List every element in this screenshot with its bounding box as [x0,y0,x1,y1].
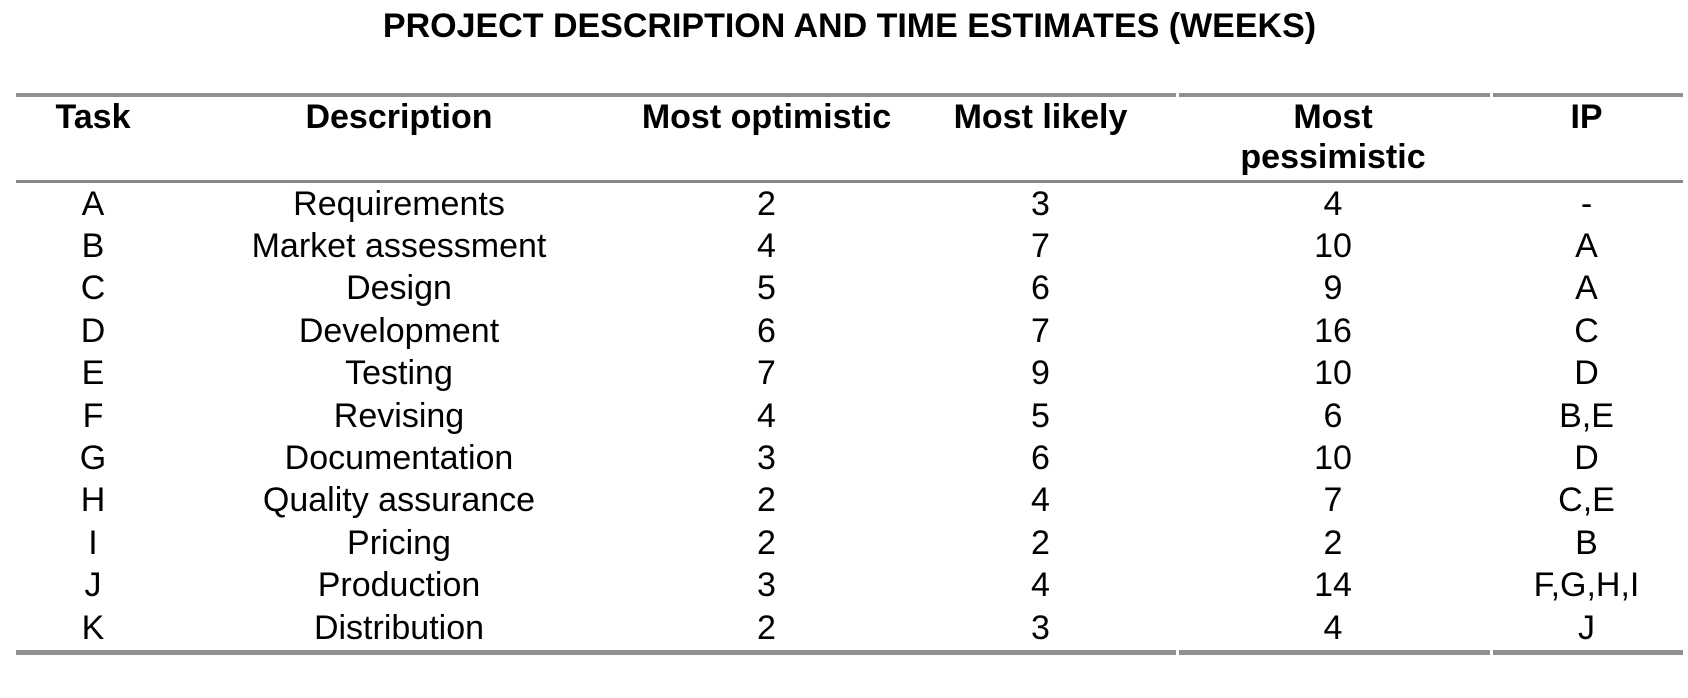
cell-most-optimistic: 4 [757,396,776,435]
cell-task: A [81,184,105,223]
cell-description: Distribution [313,608,485,647]
cell-most-pessimistic: 10 [1314,354,1352,393]
cell-most-likely: 5 [1031,396,1050,435]
header-label-ip: IP [1570,98,1603,136]
table-header: Task Description Most optimistic Most li… [16,97,1683,181]
cell-description: Development [298,311,500,350]
cell-most-optimistic: 2 [757,184,776,223]
table-top-border [16,93,1683,97]
cell-most-optimistic: 6 [757,311,776,350]
table-row: D Development 6 7 16 C [16,310,1683,352]
header-task: Task [16,97,170,181]
cell-ip: D [1574,438,1599,477]
header-label-task: Task [55,98,131,136]
header-row: Task Description Most optimistic Most li… [16,97,1683,181]
cell-ip: J [1578,608,1595,647]
cell-most-optimistic: 2 [757,481,776,520]
cell-most-likely: 4 [1031,566,1050,605]
cell-most-likely: 3 [1031,184,1050,223]
project-estimates-table: Task Description Most optimistic Most li… [16,97,1683,649]
table-body: A Requirements 2 3 4 - B Market assessme… [16,181,1683,649]
table-row: G Documentation 3 6 10 D [16,437,1683,479]
cell-most-optimistic: 7 [757,354,776,393]
cell-ip: B [1575,523,1598,562]
header-most-pessimistic: Most pessimistic [1176,97,1490,181]
cell-description: Design [346,269,452,308]
table-title: PROJECT DESCRIPTION AND TIME ESTIMATES (… [382,7,1317,45]
table-bottom-border [16,650,1683,655]
table-row: J Production 3 4 14 F,G,H,I [16,564,1683,606]
cell-description: Market assessment [251,226,547,265]
cell-most-pessimistic: 6 [1323,396,1343,435]
cell-most-likely: 3 [1031,608,1050,647]
cell-most-pessimistic: 14 [1314,566,1352,605]
table-row: C Design 5 6 9 A [16,267,1683,309]
cell-most-pessimistic: 10 [1314,226,1352,265]
cell-ip: C [1574,311,1599,350]
cell-task: F [82,396,104,435]
cell-task: J [84,566,102,605]
table-row: H Quality assurance 2 4 7 C,E [16,479,1683,521]
cell-task: K [81,608,105,647]
cell-most-pessimistic: 16 [1314,311,1352,350]
cell-most-pessimistic: 2 [1323,523,1343,562]
cell-task: I [88,523,98,562]
cell-most-optimistic: 4 [757,226,776,265]
cell-most-pessimistic: 7 [1323,481,1343,520]
table-row: A Requirements 2 3 4 - [16,181,1683,225]
cell-description: Documentation [284,438,514,477]
table-row: I Pricing 2 2 2 B [16,522,1683,564]
cell-ip: C,E [1558,481,1615,520]
header-label-description: Description [305,98,493,136]
cell-ip: - [1580,184,1593,223]
cell-task: H [80,481,106,520]
cell-description: Production [317,566,481,605]
cell-description: Requirements [293,184,505,223]
cell-most-optimistic: 2 [757,523,776,562]
cell-task: B [81,226,105,265]
cell-most-pessimistic: 4 [1323,184,1343,223]
cell-task: G [79,438,107,477]
cell-most-likely: 2 [1031,523,1050,562]
cell-most-likely: 6 [1031,438,1050,477]
cell-most-likely: 4 [1031,481,1050,520]
header-description: Description [170,97,628,181]
cell-description: Testing [345,354,453,393]
header-label-most-pessimistic: Most pessimistic [1240,98,1426,176]
header-most-optimistic: Most optimistic [628,97,905,181]
cell-task: C [80,269,106,308]
cell-task: D [80,311,106,350]
cell-description: Pricing [347,523,451,562]
header-most-likely: Most likely [905,97,1176,181]
cell-most-likely: 7 [1031,311,1050,350]
cell-most-likely: 6 [1031,269,1050,308]
cell-most-likely: 7 [1031,226,1050,265]
cell-most-pessimistic: 4 [1323,608,1343,647]
cell-most-optimistic: 2 [757,608,776,647]
cell-ip: D [1574,354,1599,393]
cell-most-pessimistic: 9 [1323,269,1343,308]
cell-ip: F,G,H,I [1533,566,1640,605]
cell-description: Revising [333,396,465,435]
cell-ip: A [1575,269,1598,308]
header-label-most-optimistic: Most optimistic [641,98,892,136]
table-row: K Distribution 2 3 4 J [16,607,1683,649]
table-row: F Revising 4 5 6 B,E [16,395,1683,437]
table-row: B Market assessment 4 7 10 A [16,225,1683,267]
table-row: E Testing 7 9 10 D [16,352,1683,394]
cell-ip: A [1575,226,1598,265]
cell-most-pessimistic: 10 [1314,438,1352,477]
cell-ip: B,E [1559,396,1614,435]
cell-most-optimistic: 5 [757,269,776,308]
cell-most-optimistic: 3 [757,566,776,605]
cell-description: Quality assurance [262,481,536,520]
cell-most-optimistic: 3 [757,438,776,477]
header-ip: IP [1490,97,1683,181]
cell-most-likely: 9 [1031,354,1050,393]
cell-task: E [81,354,105,393]
header-label-most-likely: Most likely [953,98,1128,136]
